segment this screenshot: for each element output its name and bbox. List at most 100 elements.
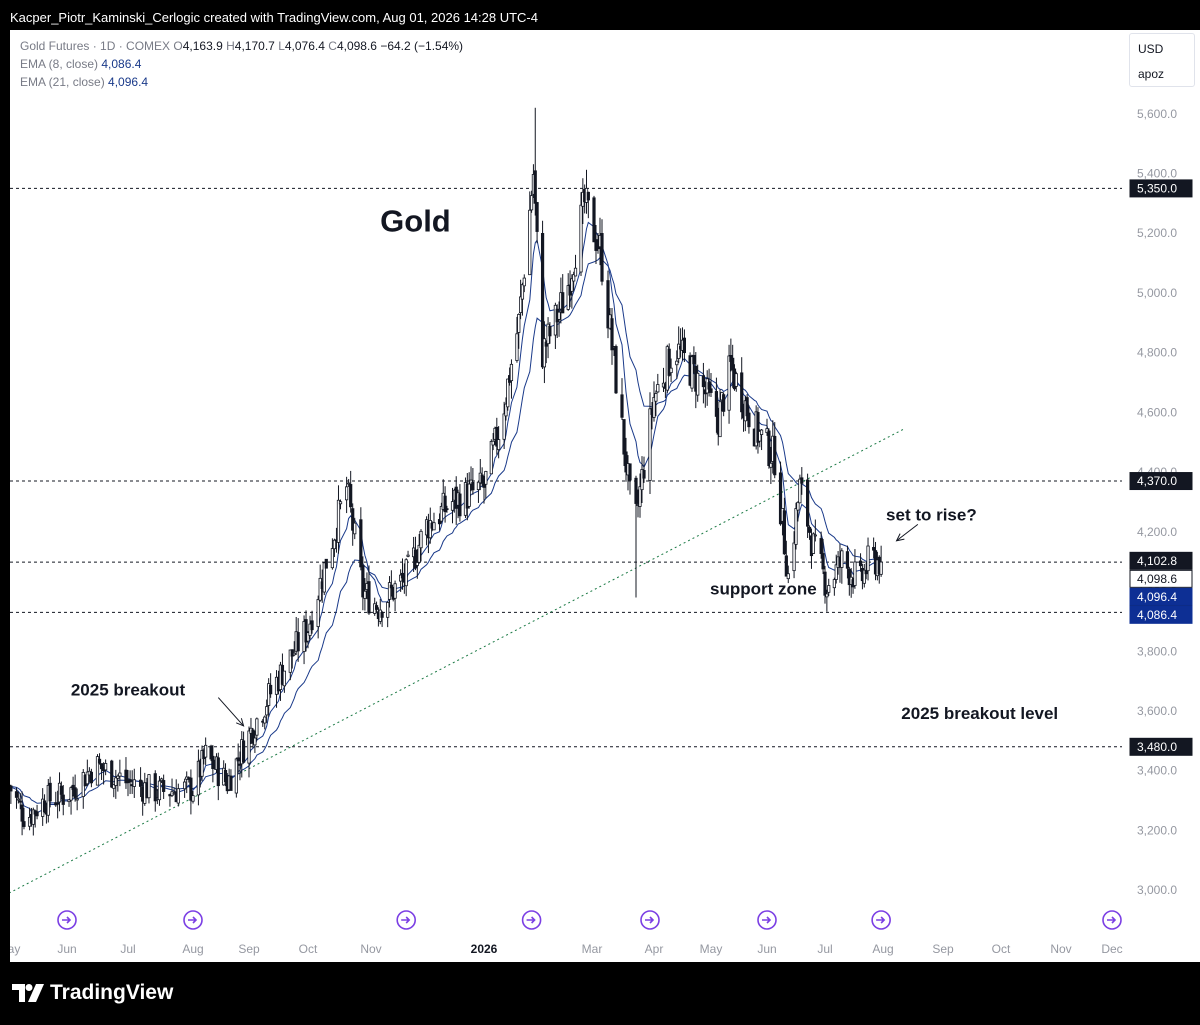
- candle-body: [866, 545, 870, 572]
- tradingview-footer[interactable]: TradingView: [12, 981, 173, 1005]
- candle-body: [338, 501, 343, 505]
- candle-body: [59, 785, 63, 795]
- candle-body: [238, 763, 242, 766]
- candle-body: [707, 382, 711, 390]
- candle-body: [332, 539, 337, 550]
- candle-body: [778, 472, 783, 525]
- price-badge-label: 5,350.0: [1137, 181, 1177, 195]
- event-markers: [57, 910, 1122, 930]
- price-chart[interactable]: Gold 2025 breakout support zone set to rise…: [10, 30, 1200, 962]
- candle-body: [387, 582, 392, 600]
- candle-body: [669, 367, 673, 374]
- event-marker-icon[interactable]: [757, 910, 777, 930]
- price-tick-label: 3,200.0: [1137, 823, 1177, 837]
- candle-body: [367, 581, 371, 614]
- annotation-arrow: [217, 697, 244, 727]
- candle-body: [336, 499, 341, 543]
- currency-unit[interactable]: apoz: [1138, 67, 1165, 81]
- candle-body: [614, 346, 618, 394]
- event-marker-arrow: [62, 916, 72, 924]
- annotation-label: 2025 breakout level: [901, 704, 1058, 723]
- chart-panel[interactable]: Gold 2025 breakout support zone set to rise…: [10, 30, 1200, 962]
- candle-body: [128, 779, 132, 783]
- candle-body: [806, 479, 810, 527]
- candle-body: [642, 469, 646, 479]
- price-badge-label: 4,370.0: [1137, 474, 1177, 488]
- candle-body: [823, 571, 827, 596]
- candle-body: [419, 530, 423, 549]
- time-tick-label: Apr: [645, 942, 664, 956]
- candle-body: [821, 553, 825, 570]
- tradingview-logo-icon: [12, 984, 44, 1002]
- candle-body: [722, 394, 726, 412]
- legend-symbol-row[interactable]: Gold Futures · 1D · COMEX O4,163.9 H4,17…: [20, 39, 463, 53]
- candle-body: [265, 706, 269, 716]
- candle-body: [731, 357, 735, 371]
- candle-body: [251, 729, 255, 744]
- candle-body: [191, 795, 195, 802]
- candle-body: [263, 716, 267, 724]
- event-marker-icon[interactable]: [521, 910, 542, 930]
- candle-body: [216, 757, 220, 787]
- candle-body: [540, 233, 545, 368]
- price-tick-label: 4,800.0: [1137, 346, 1177, 360]
- candle-body: [467, 483, 471, 507]
- annotation-label: 2025 breakout: [71, 680, 186, 699]
- tradingview-brand[interactable]: TradingView: [50, 981, 174, 1004]
- event-marker-icon[interactable]: [57, 910, 77, 930]
- event-marker-icon[interactable]: [396, 910, 416, 930]
- event-marker-icon[interactable]: [640, 910, 660, 930]
- candle-body: [404, 559, 408, 587]
- candle-body: [542, 338, 547, 368]
- candle-body: [292, 652, 296, 656]
- candle-body: [69, 787, 73, 801]
- candle-body: [807, 526, 812, 533]
- candle-body: [363, 590, 367, 599]
- candle-body: [406, 554, 410, 557]
- candle-body: [489, 441, 493, 475]
- legend-symbol[interactable]: Gold Futures · 1D · COMEX: [20, 39, 171, 53]
- price-badge-bg: [1129, 472, 1193, 491]
- candle-body: [628, 463, 632, 481]
- candle-body: [566, 285, 570, 310]
- currency-code[interactable]: USD: [1138, 42, 1164, 56]
- candle-body: [241, 740, 246, 763]
- legend-ema-8-row[interactable]: EMA (8, close) 4,086.4: [20, 57, 141, 71]
- legend-ema-21-row[interactable]: EMA (21, close) 4,096.4: [20, 75, 148, 89]
- price-badge: 4,096.4: [1129, 587, 1193, 606]
- price-badge-label: 4,098.6: [1137, 572, 1177, 586]
- event-marker-arrow: [762, 916, 772, 924]
- candle-body: [443, 495, 447, 513]
- candle-body: [759, 429, 764, 435]
- candle-body: [437, 519, 442, 525]
- candle-body: [596, 246, 600, 250]
- event-marker-icon[interactable]: [1102, 910, 1122, 930]
- candle-body: [349, 484, 353, 508]
- event-marker-icon[interactable]: [871, 910, 891, 930]
- candle-body: [520, 284, 525, 300]
- currency-selector[interactable]: USD apoz: [1129, 33, 1195, 87]
- event-marker-icon[interactable]: [183, 910, 203, 930]
- price-tick-label: 3,400.0: [1137, 764, 1177, 778]
- legend-ema-21-label[interactable]: EMA (21, close): [20, 75, 105, 89]
- candle-body: [176, 788, 180, 804]
- candle-body: [322, 562, 326, 593]
- candle-body: [147, 774, 151, 799]
- candle-body: [18, 800, 22, 803]
- candle-body: [528, 209, 532, 276]
- price-tick-label: 5,200.0: [1137, 226, 1177, 240]
- candle-body: [620, 394, 624, 418]
- candle-body: [35, 811, 39, 817]
- annotation-arrow-head: [235, 718, 245, 727]
- legend-ema-8-label[interactable]: EMA (8, close): [20, 57, 99, 71]
- candle-body: [862, 569, 866, 584]
- candle-body: [162, 780, 166, 792]
- candle-body: [610, 318, 614, 351]
- price-badge-label: 3,480.0: [1137, 740, 1177, 754]
- candle-body: [745, 397, 749, 417]
- event-marker-arrow: [876, 916, 886, 924]
- candle-body: [439, 506, 443, 522]
- candle-body: [304, 619, 308, 643]
- candle-body: [709, 388, 713, 393]
- candle-body: [811, 533, 816, 554]
